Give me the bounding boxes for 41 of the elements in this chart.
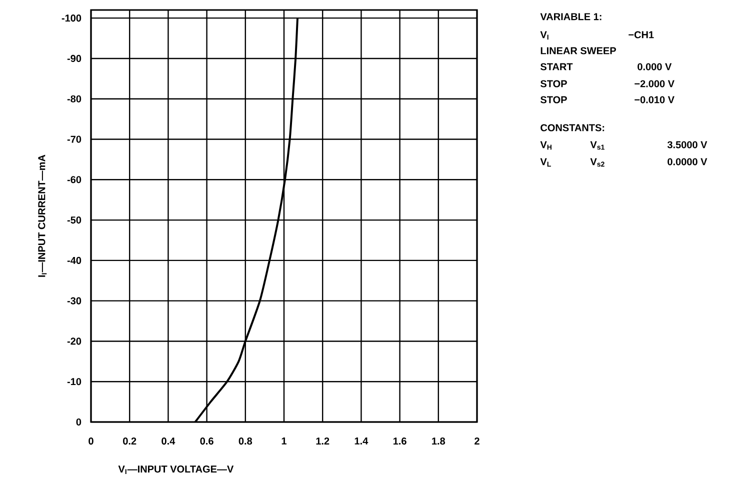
y-tick-label: -30 [67,297,82,304]
x-tick-label: 2 [474,438,480,445]
x-tick-label: 0.4 [162,438,176,445]
text: VARIABLE 1: [540,13,602,20]
x-axis-title: V$_{I}$—INPUT VOLTAGE—V [118,466,234,474]
text: −2.000 V [634,80,674,88]
text: STOP [540,80,567,88]
y-axis-title: I$_{I}$—INPUT CURRENT—mA [38,154,47,277]
y-tick-label: -20 [67,338,82,345]
y-tick-label: -50 [67,216,82,224]
text: −CH1 [628,31,654,38]
text: V$_{L}$ [540,158,551,167]
text: V$_{I}$ [540,31,548,40]
y-tick-label: -80 [67,95,82,102]
y-tick-label: -100 [62,14,82,22]
x-tick-label: 1.8 [432,438,446,445]
x-tick-label: 1 [282,438,286,444]
text: LINEAR SWEEP [540,47,616,54]
x-tick-label: 1.4 [354,438,368,444]
text: V$_{s2}$ [590,158,604,167]
text: −0.010 V [634,96,674,104]
text: 3.5000 V [667,141,708,148]
y-tick-label: -60 [67,176,82,184]
text: V$_{s1}$ [590,141,604,150]
y-tick-label: -10 [67,378,82,386]
x-tick-label: 0.6 [200,438,214,445]
y-tick-label: -70 [67,136,82,143]
x-tick-label: 0.8 [238,438,252,445]
x-tick-label: 0.2 [123,438,136,445]
text: V$_{H}$ [540,141,552,150]
x-tick-label: 0 [88,438,94,445]
text: STOP [540,96,567,104]
text: 0.0000 V [668,158,708,166]
text: CONSTANTS: [540,124,604,132]
x-tick-label: 1.2 [316,438,330,445]
text: 0.000 V [638,63,672,70]
y-tick-label: -90 [67,54,82,62]
x-tick-label: 1.6 [393,438,406,445]
y-tick-label: -40 [67,256,82,264]
y-tick-label: 0 [76,418,82,426]
text: START [540,63,573,70]
